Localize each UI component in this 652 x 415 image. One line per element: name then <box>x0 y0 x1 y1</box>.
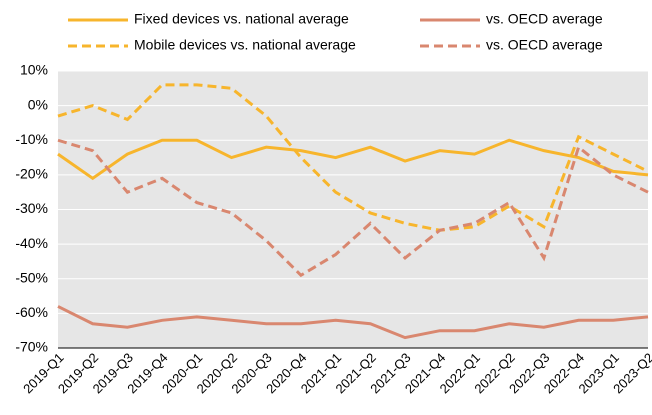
y-tick-label: -50% <box>15 269 48 285</box>
legend-label: vs. OECD average <box>486 37 603 53</box>
y-tick-label: -70% <box>15 339 48 355</box>
legend-label: Mobile devices vs. national average <box>134 37 356 53</box>
y-tick-label: 0% <box>28 96 48 112</box>
legend-label: vs. OECD average <box>486 11 603 27</box>
y-tick-label: 10% <box>20 62 48 78</box>
y-tick-label: -20% <box>15 166 48 182</box>
line-series <box>57 83 649 232</box>
y-tick-label: -10% <box>15 131 48 147</box>
y-tick-label: -30% <box>15 200 48 216</box>
y-tick-label: -60% <box>15 304 48 320</box>
line-series <box>57 138 649 181</box>
line-series <box>57 305 649 340</box>
y-tick-label: -40% <box>15 235 48 251</box>
legend-label: Fixed devices vs. national average <box>134 11 349 27</box>
